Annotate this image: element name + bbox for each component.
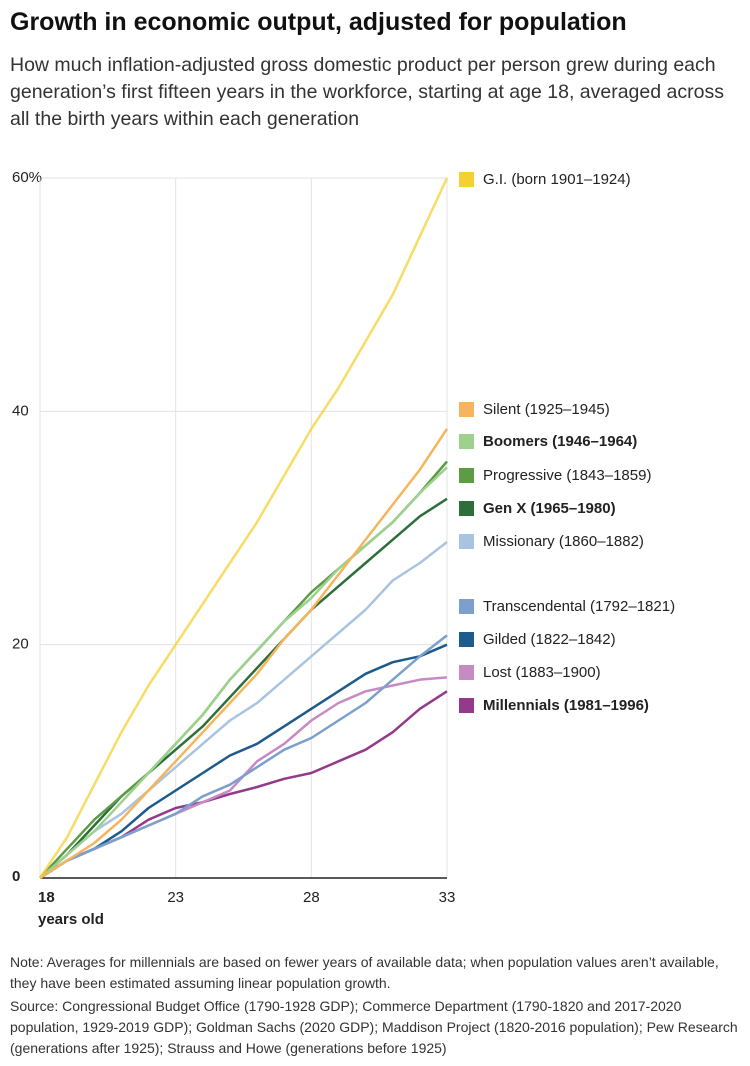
note: Note: Averages for millennials are based… xyxy=(10,954,719,991)
y-tick-label: 60% xyxy=(12,169,42,186)
legend-label: Boomers (1946–1964) xyxy=(483,433,637,450)
legend-label: Transcendental (1792–1821) xyxy=(483,598,675,615)
chart-subtitle: How much inflation-adjusted gross domest… xyxy=(10,54,724,130)
series-line xyxy=(39,643,448,880)
y-tick-label: 20 xyxy=(12,636,29,653)
series-line xyxy=(38,177,449,879)
series-line xyxy=(39,634,448,880)
legend-label: Missionary (1860–1882) xyxy=(483,533,644,550)
chart-title: Growth in economic output, adjusted for … xyxy=(10,8,627,36)
legend-swatch xyxy=(459,665,474,680)
legend-swatch xyxy=(459,501,474,516)
legend-label: Millennials (1981–1996) xyxy=(483,697,649,714)
series-line xyxy=(39,497,448,879)
legend-swatch xyxy=(459,698,474,713)
legend-swatch xyxy=(459,172,474,187)
x-tick-label: 23 xyxy=(167,889,184,906)
source: Source: Congressional Budget Office (179… xyxy=(10,998,738,1056)
legend-label: Gilded (1822–1842) xyxy=(483,631,616,648)
y-tick-label: 40 xyxy=(12,402,29,419)
series-line xyxy=(39,676,448,880)
series-line xyxy=(39,460,448,879)
series-line xyxy=(39,428,449,880)
y-tick-label: 0 xyxy=(12,868,20,885)
series-line xyxy=(39,690,448,880)
legend-swatch xyxy=(459,434,474,449)
x-tick-label: 28 xyxy=(303,889,320,906)
legend-label: Silent (1925–1945) xyxy=(483,401,610,418)
legend-label: Lost (1883–1900) xyxy=(483,664,601,681)
legend-swatch xyxy=(459,632,474,647)
series-line xyxy=(39,466,448,879)
legend-swatch xyxy=(459,468,474,483)
legend-swatch xyxy=(459,402,474,417)
x-axis-label: years old xyxy=(38,911,104,928)
legend-label: Progressive (1843–1859) xyxy=(483,467,651,484)
chart: 0 20 40 60% 18 23 28 33 years old G.I. (born 1901… xyxy=(12,169,675,928)
x-tick-label: 33 xyxy=(439,889,456,906)
legend-swatch xyxy=(459,599,474,614)
legend-swatch xyxy=(459,534,474,549)
legend-label: Gen X (1965–1980) xyxy=(483,500,616,517)
x-tick-label: 18 xyxy=(38,889,55,906)
series-line xyxy=(39,541,448,879)
legend-label: G.I. (born 1901–1924) xyxy=(483,171,631,188)
